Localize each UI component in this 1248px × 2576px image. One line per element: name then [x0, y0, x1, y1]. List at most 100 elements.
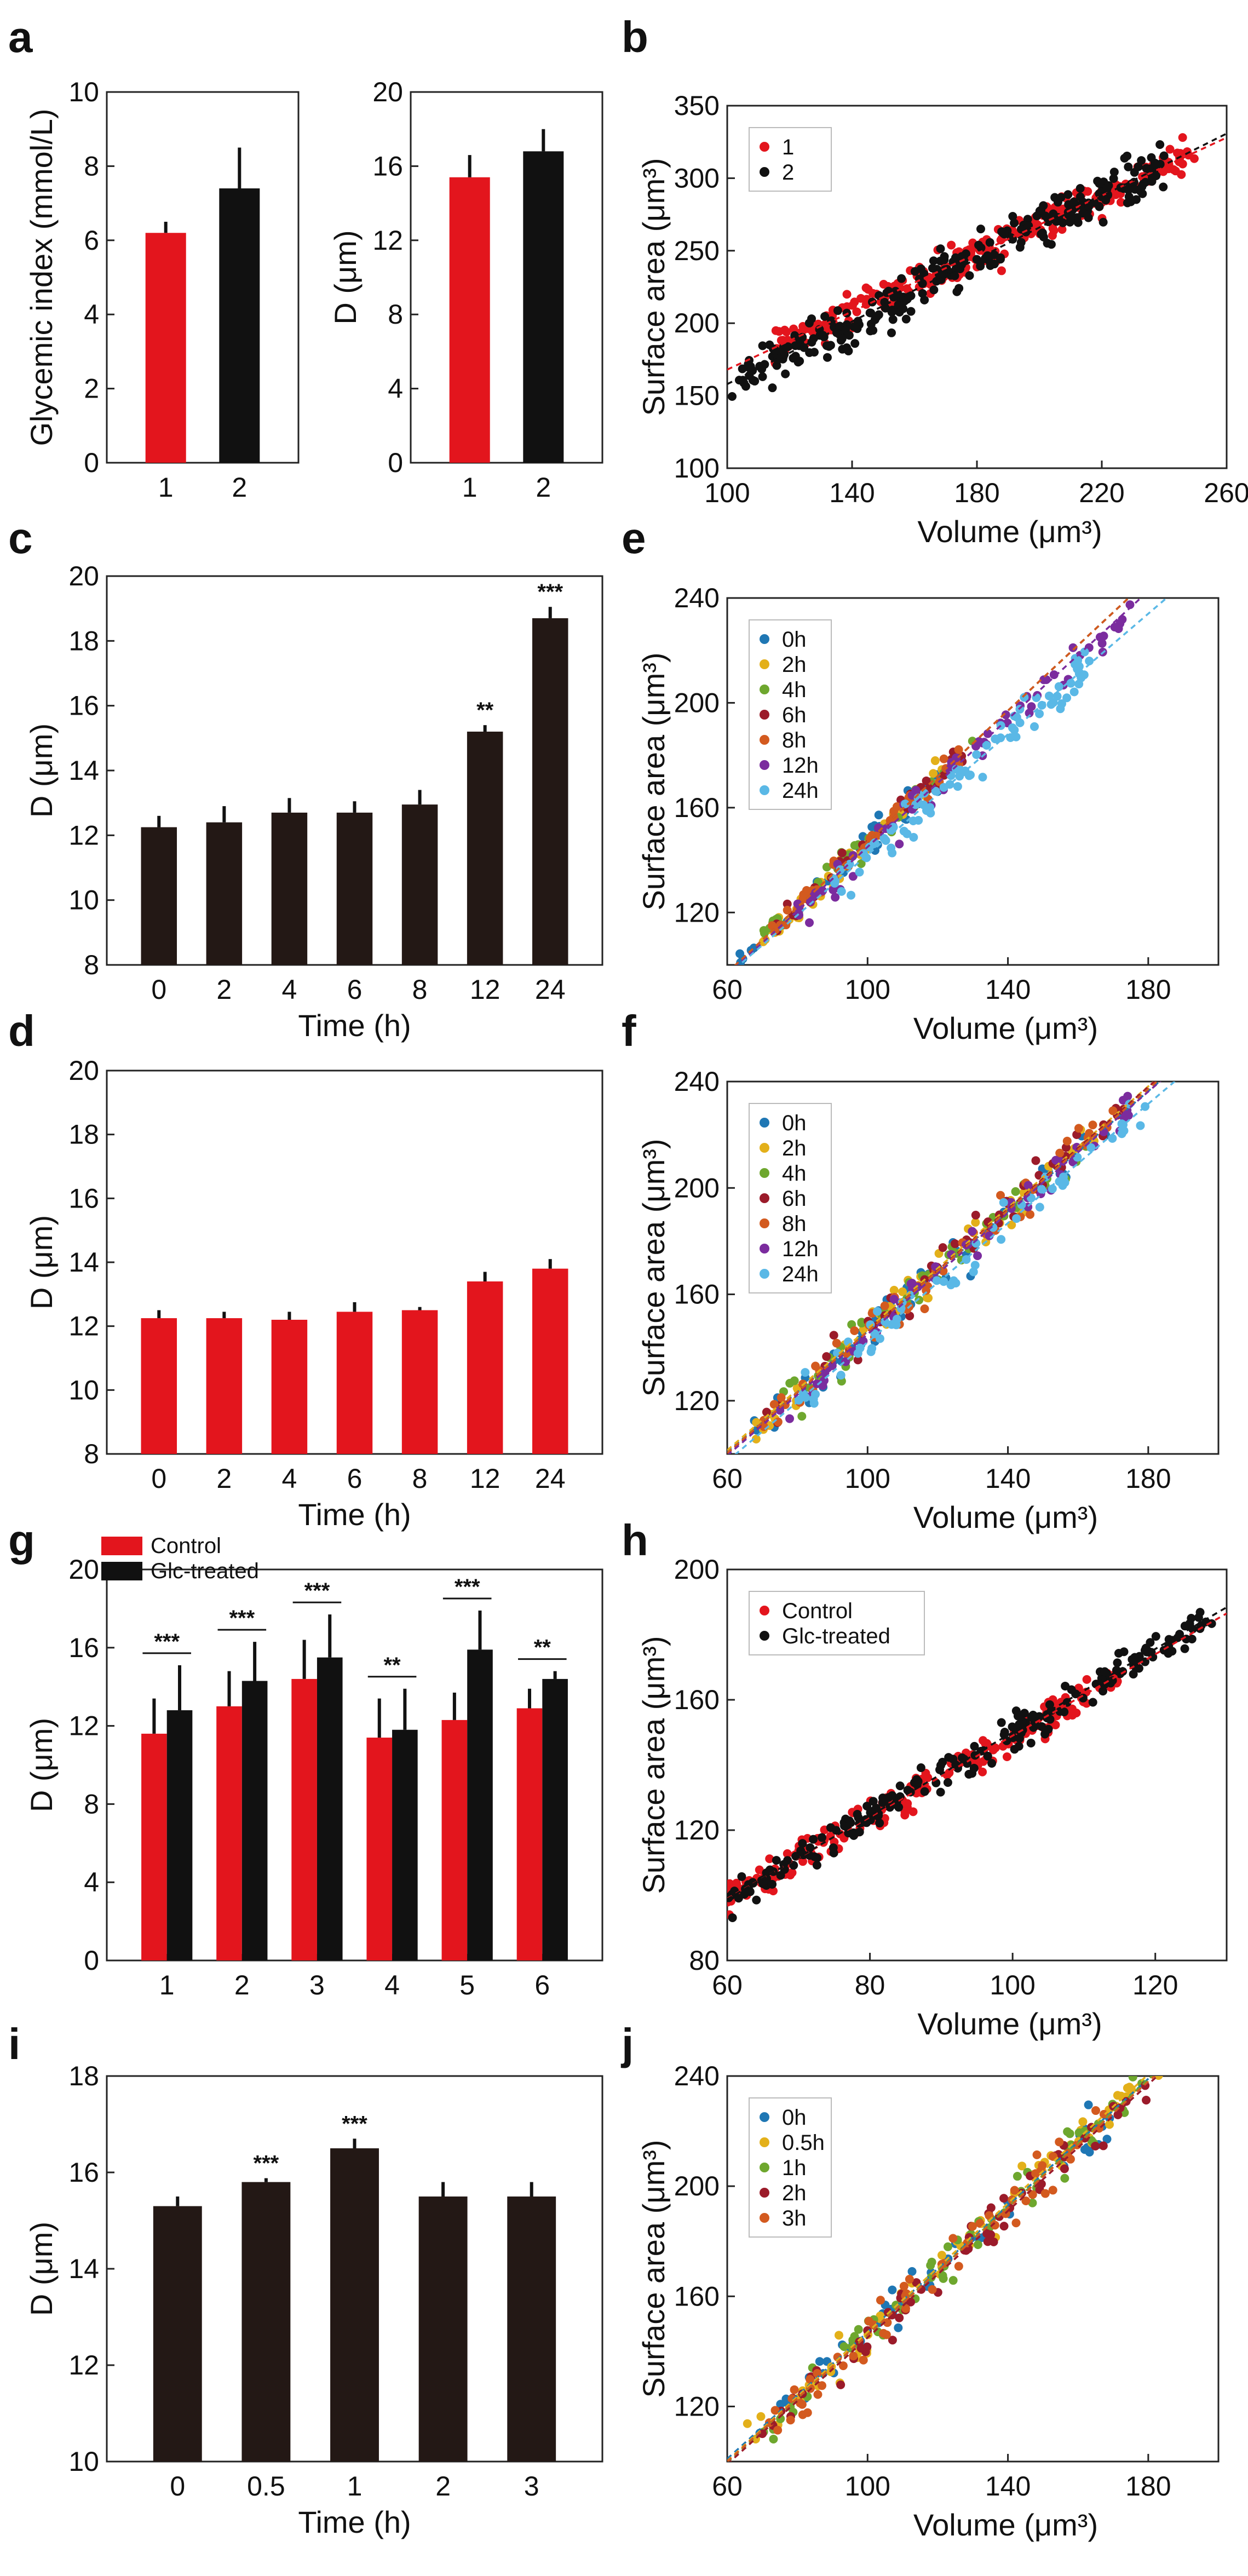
legend-marker: [760, 2112, 769, 2122]
bar: [532, 618, 568, 965]
data-point: [1010, 2186, 1019, 2195]
legend-label: Glc-treated: [151, 1559, 259, 1583]
data-point: [1160, 2060, 1169, 2069]
legend-marker: [760, 2163, 769, 2172]
legend-label: Control: [151, 1534, 221, 1558]
data-point: [875, 1334, 884, 1343]
data-point: [1119, 1096, 1128, 1105]
y-axis-label: Glycemic index (mmol/L): [24, 108, 59, 446]
data-point: [869, 1797, 878, 1806]
data-point: [756, 2412, 766, 2421]
data-point: [844, 346, 853, 355]
legend-label: 2: [782, 160, 794, 185]
data-point: [834, 2331, 843, 2340]
bar: [271, 812, 308, 965]
data-point: [857, 1318, 866, 1327]
y-tick-label: 10: [68, 885, 99, 916]
data-point: [996, 253, 1005, 262]
data-point: [1000, 1728, 1009, 1737]
y-tick-label: 20: [68, 1554, 99, 1585]
data-point: [929, 769, 938, 778]
y-tick-label: 2: [84, 373, 99, 404]
data-point: [1040, 211, 1050, 221]
data-point: [1151, 1632, 1160, 1641]
data-point: [926, 808, 935, 818]
legend-label: 24h: [782, 779, 819, 803]
data-point: [867, 831, 877, 840]
data-point: [1159, 167, 1168, 176]
data-point: [968, 1227, 977, 1236]
y-tick-label: 16: [68, 691, 99, 721]
bar: [418, 2196, 468, 2462]
data-point: [1057, 225, 1067, 234]
data-point: [849, 2351, 858, 2361]
sig-mark: ***: [342, 2112, 367, 2136]
y-tick-label: 160: [674, 792, 720, 823]
data-point: [1008, 212, 1017, 221]
data-point: [1048, 211, 1057, 220]
data-point: [866, 1347, 876, 1356]
bar: [401, 804, 438, 965]
data-point: [954, 745, 963, 754]
data-point: [769, 2434, 778, 2443]
data-point: [818, 2381, 827, 2390]
data-point: [813, 1853, 822, 1862]
data-point: [883, 2318, 892, 2327]
data-point: [1124, 162, 1133, 171]
data-point: [743, 2419, 752, 2428]
legend-marker: [760, 710, 769, 720]
data-point: [880, 1317, 889, 1326]
data-point: [942, 264, 952, 274]
x-tick-label: 220: [1079, 478, 1124, 508]
x-tick-label: 180: [1125, 974, 1171, 1005]
legend-marker: [760, 1218, 769, 1228]
data-point: [887, 843, 896, 853]
data-point: [796, 2399, 805, 2408]
data-point: [1062, 693, 1072, 703]
x-tick-label: 140: [985, 2471, 1031, 2502]
x-tick-label: 8: [412, 1463, 428, 1494]
data-point: [1058, 1181, 1067, 1190]
data-point: [1011, 1187, 1020, 1196]
legend-label: 24h: [782, 1262, 819, 1286]
data-point: [805, 918, 814, 927]
data-point: [837, 334, 847, 343]
data-point: [969, 1267, 978, 1277]
y-tick-label: 4: [84, 299, 99, 330]
legend-label: 12h: [782, 1237, 819, 1261]
bar: [401, 1310, 438, 1454]
data-point: [1116, 198, 1125, 207]
data-point: [1010, 711, 1019, 721]
legend-marker: [760, 760, 769, 770]
fit-line: [727, 2076, 1148, 2462]
x-tick-label: 260: [1204, 478, 1248, 508]
data-point: [939, 783, 948, 792]
data-point: [1006, 733, 1015, 742]
y-tick-label: 18: [68, 2061, 99, 2091]
x-tick-label: 100: [704, 478, 750, 508]
data-point: [728, 1913, 737, 1922]
legend-label: 0h: [782, 628, 807, 652]
data-point: [1185, 1619, 1194, 1628]
data-point: [768, 1879, 777, 1889]
legend-label: 12h: [782, 754, 819, 778]
data-point: [1137, 182, 1147, 192]
data-point: [811, 1361, 820, 1371]
bar: [467, 732, 503, 965]
data-point: [1131, 1663, 1140, 1672]
data-point: [971, 1210, 980, 1220]
data-point: [906, 307, 916, 316]
data-point: [873, 1307, 882, 1316]
data-point: [879, 833, 889, 843]
data-point: [783, 1849, 792, 1858]
data-point: [1046, 240, 1056, 249]
panel-label: f: [622, 1007, 636, 1055]
x-tick-label: 6: [347, 974, 363, 1005]
sig-mark: ***: [254, 2152, 279, 2176]
data-point: [876, 2296, 885, 2305]
data-point: [866, 326, 875, 336]
legend-marker: [760, 142, 769, 152]
data-point: [895, 1781, 905, 1791]
data-point: [836, 1371, 846, 1380]
data-point: [1068, 643, 1078, 652]
